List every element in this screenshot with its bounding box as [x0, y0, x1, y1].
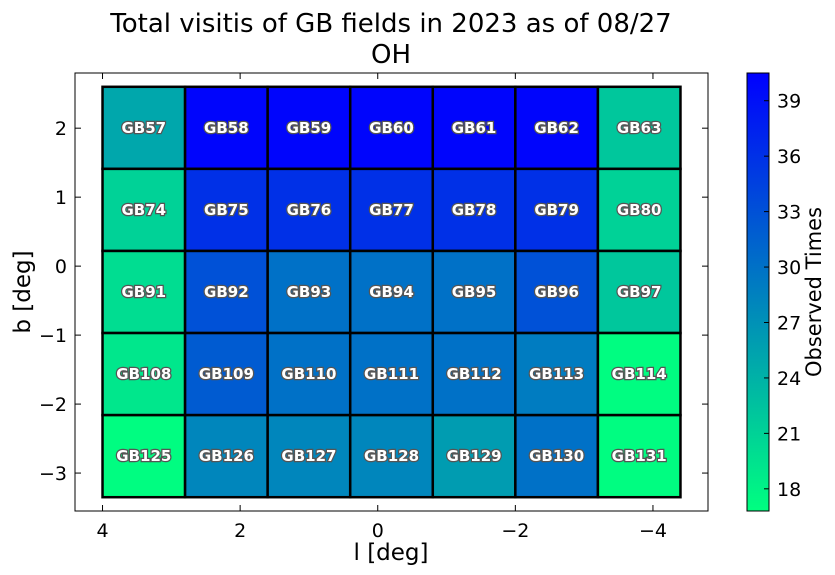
cell-label-gb108: GB108 [116, 365, 171, 383]
heatmap-cell-gb95 [431, 249, 517, 335]
colorbar-ticks: 18 21 24 27 30 33 36 39 [764, 91, 801, 501]
heatmap-cell-labels: GB57 GB58 GB59 GB60 GB61 GB62 GB63 GB74 GB75 GB76… [115, 118, 668, 467]
cell-label-gb110: GB110 [281, 365, 336, 383]
heatmap-cell-gb96 [514, 249, 600, 335]
cell-label-gb79: GB79 [534, 201, 579, 219]
heatmap-cell-gb58 [183, 85, 269, 171]
heatmap-cell-gb108 [101, 331, 187, 417]
cell-label-gb113: GB113 [529, 365, 584, 383]
cell-label-gb129: GB129 [447, 447, 502, 465]
cell-label-gb93: GB93 [287, 283, 332, 301]
cell-label-gb63: GB63 [617, 119, 662, 137]
y-tick-label: 0 [55, 256, 67, 278]
chart-title-line-2: OH [371, 40, 411, 70]
chart-title-line-1: Total visitis of GB fields in 2023 as of… [109, 9, 671, 39]
cell-label-gb62: GB62 [534, 119, 579, 137]
colorbar-tick-label: 36 [777, 146, 801, 168]
heatmap-cell-gb93 [266, 249, 352, 335]
colorbar-label: Observed Times [802, 207, 826, 377]
heatmap-cell-gb130 [514, 413, 600, 499]
colorbar-tick-label: 30 [777, 257, 801, 279]
heatmap-cells [101, 85, 682, 499]
cell-label-gb114: GB114 [612, 365, 667, 383]
cell-label-gb126: GB126 [199, 447, 254, 465]
heatmap-cell-gb57 [101, 85, 187, 171]
y-tick-label: −3 [39, 463, 67, 485]
cell-label-gb128: GB128 [364, 447, 419, 465]
x-tick-label: 4 [96, 520, 108, 542]
heatmap-cell-gb78 [431, 167, 517, 253]
heatmap-cell-gb125 [101, 413, 187, 499]
cell-label-gb125: GB125 [116, 447, 171, 465]
cell-label-gb97: GB97 [617, 283, 662, 301]
heatmap-cell-gb74 [101, 167, 187, 253]
cell-label-gb78: GB78 [452, 201, 497, 219]
x-axis-label: l [deg] [354, 540, 429, 566]
heatmap-cell-gb97 [596, 249, 682, 335]
cell-label-gb57: GB57 [121, 119, 166, 137]
cell-label-gb74: GB74 [121, 201, 166, 219]
x-tick-label: 2 [234, 520, 246, 542]
colorbar [746, 72, 770, 512]
y-axis-label: b [deg] [10, 250, 36, 333]
cell-label-gb131: GB131 [612, 447, 667, 465]
colorbar-tick-label: 21 [777, 423, 801, 445]
cell-label-gb109: GB109 [199, 365, 254, 383]
heatmap-cell-gb127 [266, 413, 352, 499]
x-axis-ticks: 4 2 0 −2 −4 [96, 73, 667, 542]
plot-frame [74, 72, 709, 512]
cell-label-gb91: GB91 [121, 283, 166, 301]
y-tick-label: −1 [39, 325, 67, 347]
heatmap-cell-gb113 [514, 331, 600, 417]
heatmap-cell-gb76 [266, 167, 352, 253]
cell-label-gb96: GB96 [534, 283, 579, 301]
y-tick-label: 2 [55, 118, 67, 140]
cell-label-gb130: GB130 [529, 447, 584, 465]
cell-label-gb76: GB76 [287, 201, 332, 219]
cell-label-gb59: GB59 [287, 119, 332, 137]
x-tick-label: −2 [501, 520, 529, 542]
cell-label-gb75: GB75 [204, 201, 249, 219]
cell-label-gb58: GB58 [204, 119, 249, 137]
cell-label-gb111: GB111 [364, 365, 419, 383]
chart-title: Total visitis of GB fields in 2023 as of… [109, 9, 671, 70]
heatmap-cell-gb92 [183, 249, 269, 335]
heatmap-cell-gb131 [596, 413, 682, 499]
cell-label-gb77: GB77 [369, 201, 414, 219]
cell-label-gb94: GB94 [369, 283, 414, 301]
x-tick-label: −4 [639, 520, 667, 542]
cell-label-gb127: GB127 [281, 447, 336, 465]
colorbar-tick-label: 33 [777, 202, 801, 224]
colorbar-tick-label: 39 [777, 91, 801, 113]
y-tick-label: −2 [39, 394, 67, 416]
heatmap-cell-gb109 [183, 331, 269, 417]
cell-label-gb95: GB95 [452, 283, 497, 301]
cell-label-gb112: GB112 [447, 365, 502, 383]
x-tick-label: 0 [372, 520, 384, 542]
heatmap-cell-gb80 [596, 167, 682, 253]
cell-label-gb80: GB80 [617, 201, 662, 219]
cell-label-gb61: GB61 [452, 119, 497, 137]
cell-label-gb92: GB92 [204, 283, 249, 301]
y-axis-ticks: 2 1 0 −1 −2 −3 [39, 118, 708, 485]
y-tick-label: 1 [55, 187, 67, 209]
colorbar-tick-label: 27 [777, 312, 801, 334]
colorbar-tick-label: 18 [777, 479, 801, 501]
cell-label-gb60: GB60 [369, 119, 414, 137]
colorbar-tick-label: 24 [777, 368, 801, 390]
heatmap-cell-gb62 [514, 85, 600, 171]
